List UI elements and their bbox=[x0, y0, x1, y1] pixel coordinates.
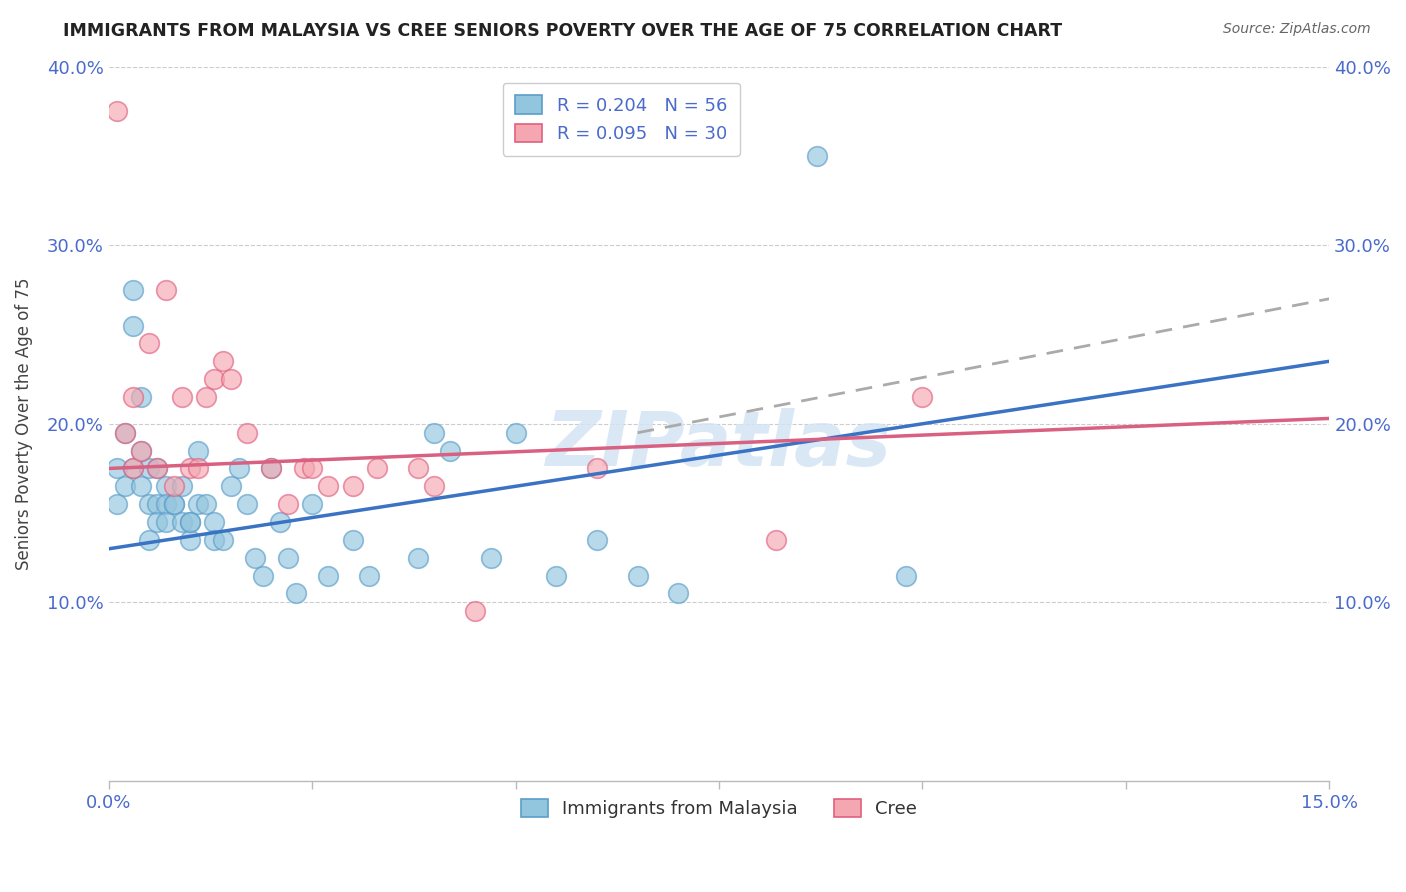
Point bbox=[211, 354, 233, 368]
Point bbox=[243, 550, 266, 565]
Point bbox=[105, 497, 128, 511]
Point bbox=[406, 550, 429, 565]
Point bbox=[170, 390, 193, 404]
Point bbox=[155, 497, 177, 511]
Point bbox=[423, 479, 446, 493]
Point bbox=[228, 461, 250, 475]
Point bbox=[318, 479, 340, 493]
Point bbox=[122, 461, 145, 475]
Point bbox=[439, 443, 461, 458]
Point bbox=[146, 461, 169, 475]
Point bbox=[187, 443, 209, 458]
Y-axis label: Seniors Poverty Over the Age of 75: Seniors Poverty Over the Age of 75 bbox=[15, 277, 32, 570]
Point bbox=[129, 443, 152, 458]
Text: ZIPatlas: ZIPatlas bbox=[546, 409, 891, 483]
Point bbox=[292, 461, 315, 475]
Point bbox=[284, 586, 307, 600]
Point bbox=[219, 372, 242, 386]
Point bbox=[138, 533, 160, 547]
Point bbox=[301, 497, 323, 511]
Text: Source: ZipAtlas.com: Source: ZipAtlas.com bbox=[1223, 22, 1371, 37]
Point bbox=[252, 568, 274, 582]
Point bbox=[129, 479, 152, 493]
Point bbox=[211, 533, 233, 547]
Point bbox=[146, 497, 169, 511]
Point bbox=[911, 390, 934, 404]
Point bbox=[318, 568, 340, 582]
Point bbox=[202, 533, 225, 547]
Point bbox=[170, 479, 193, 493]
Point bbox=[179, 515, 201, 529]
Point bbox=[138, 336, 160, 351]
Point bbox=[219, 479, 242, 493]
Point bbox=[277, 497, 299, 511]
Point bbox=[155, 479, 177, 493]
Point bbox=[146, 515, 169, 529]
Point bbox=[122, 461, 145, 475]
Point bbox=[114, 425, 136, 440]
Point bbox=[129, 443, 152, 458]
Point bbox=[129, 390, 152, 404]
Point bbox=[202, 515, 225, 529]
Point bbox=[342, 533, 364, 547]
Point bbox=[187, 497, 209, 511]
Point bbox=[163, 497, 186, 511]
Point bbox=[179, 461, 201, 475]
Point bbox=[765, 533, 787, 547]
Point bbox=[406, 461, 429, 475]
Point bbox=[114, 479, 136, 493]
Point bbox=[146, 461, 169, 475]
Point bbox=[894, 568, 917, 582]
Point bbox=[155, 283, 177, 297]
Point bbox=[122, 283, 145, 297]
Point bbox=[666, 586, 689, 600]
Point bbox=[505, 425, 527, 440]
Point bbox=[122, 390, 145, 404]
Point bbox=[546, 568, 568, 582]
Point bbox=[105, 104, 128, 119]
Point bbox=[187, 461, 209, 475]
Point bbox=[342, 479, 364, 493]
Point bbox=[138, 461, 160, 475]
Point bbox=[179, 515, 201, 529]
Point bbox=[277, 550, 299, 565]
Point bbox=[236, 497, 259, 511]
Point bbox=[423, 425, 446, 440]
Point bbox=[114, 425, 136, 440]
Point bbox=[236, 425, 259, 440]
Point bbox=[155, 515, 177, 529]
Point bbox=[163, 497, 186, 511]
Point bbox=[806, 149, 828, 163]
Point bbox=[586, 461, 609, 475]
Point bbox=[105, 461, 128, 475]
Point bbox=[163, 479, 186, 493]
Point bbox=[260, 461, 283, 475]
Point bbox=[195, 497, 218, 511]
Point bbox=[357, 568, 380, 582]
Point bbox=[202, 372, 225, 386]
Text: IMMIGRANTS FROM MALAYSIA VS CREE SENIORS POVERTY OVER THE AGE OF 75 CORRELATION : IMMIGRANTS FROM MALAYSIA VS CREE SENIORS… bbox=[63, 22, 1063, 40]
Point bbox=[301, 461, 323, 475]
Point bbox=[479, 550, 502, 565]
Point bbox=[195, 390, 218, 404]
Point bbox=[122, 318, 145, 333]
Point bbox=[586, 533, 609, 547]
Point bbox=[269, 515, 291, 529]
Point bbox=[366, 461, 388, 475]
Point bbox=[138, 497, 160, 511]
Point bbox=[170, 515, 193, 529]
Point bbox=[179, 533, 201, 547]
Legend: Immigrants from Malaysia, Cree: Immigrants from Malaysia, Cree bbox=[513, 792, 925, 826]
Point bbox=[464, 604, 486, 618]
Point bbox=[626, 568, 648, 582]
Point bbox=[260, 461, 283, 475]
